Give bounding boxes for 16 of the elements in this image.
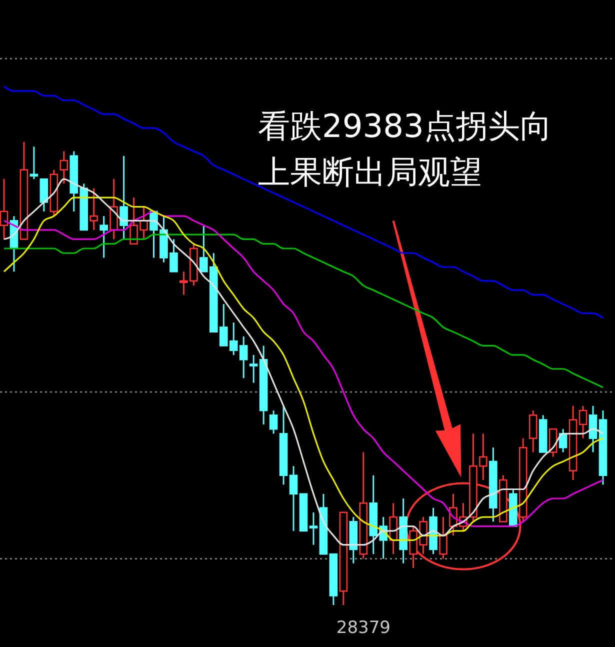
candlestick xyxy=(120,155,128,240)
candlestick xyxy=(439,516,448,560)
candlestick xyxy=(588,405,598,453)
annotation: 看跌29383点拐头向上果断出局观望 xyxy=(258,107,552,191)
candlestick xyxy=(309,512,318,546)
text: 28379 xyxy=(336,618,390,638)
candlestick xyxy=(269,410,278,434)
candlestick xyxy=(90,188,98,231)
candlestick xyxy=(289,465,298,532)
candlestick xyxy=(40,178,48,212)
candlestick xyxy=(100,215,108,258)
candlestick xyxy=(249,354,258,384)
candlestick xyxy=(578,405,588,440)
candlestick xyxy=(30,146,38,180)
candlestick xyxy=(60,150,68,184)
candlestick xyxy=(528,410,538,453)
